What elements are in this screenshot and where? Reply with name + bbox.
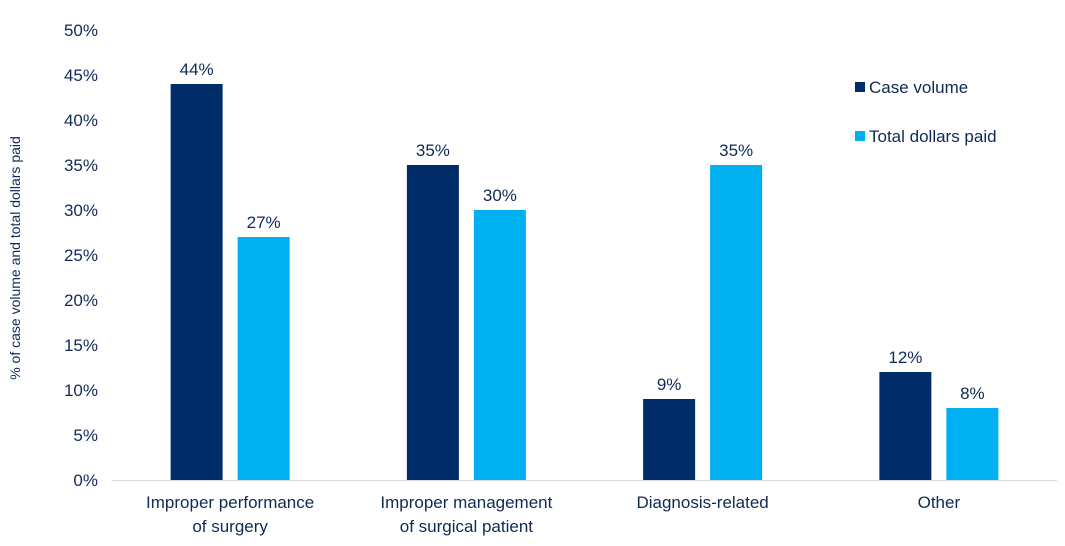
category-label: of surgery — [192, 517, 268, 536]
y-tick-label: 10% — [64, 381, 98, 400]
legend-label: Total dollars paid — [869, 127, 997, 146]
bar-total-dollars-paid — [473, 210, 526, 480]
y-tick-label: 40% — [64, 111, 98, 130]
data-label: 27% — [247, 213, 281, 232]
y-tick-label: 25% — [64, 246, 98, 265]
bars — [170, 84, 999, 480]
bar-case-volume — [879, 372, 932, 480]
data-label: 12% — [888, 348, 922, 367]
data-label: 30% — [483, 186, 517, 205]
y-tick-label: 35% — [64, 156, 98, 175]
data-label: 9% — [657, 375, 682, 394]
legend: Case volume Total dollars paid — [855, 78, 997, 146]
y-tick-label: 0% — [73, 471, 98, 490]
legend-swatch — [855, 131, 865, 141]
legend-swatch — [855, 82, 865, 92]
data-label: 44% — [180, 60, 214, 79]
y-tick-label: 20% — [64, 291, 98, 310]
y-axis-ticks: 0% 5% 10% 15% 20% 25% 30% 35% 40% 45% 50% — [64, 21, 98, 490]
bar-case-volume — [643, 399, 696, 480]
bar-case-volume — [170, 84, 223, 480]
y-tick-label: 30% — [64, 201, 98, 220]
legend-label: Case volume — [869, 78, 968, 97]
y-tick-label: 50% — [64, 21, 98, 40]
bar-total-dollars-paid — [710, 165, 763, 480]
bar-total-dollars-paid — [946, 408, 999, 480]
y-tick-label: 5% — [73, 426, 98, 445]
category-label: Improper management — [380, 493, 552, 512]
bar-case-volume — [406, 165, 459, 480]
category-label: Diagnosis-related — [636, 493, 768, 512]
y-axis-label: % of case volume and total dollars paid — [7, 136, 23, 380]
data-label: 35% — [416, 141, 450, 160]
y-tick-label: 15% — [64, 336, 98, 355]
data-label: 8% — [960, 384, 985, 403]
category-label: of surgical patient — [400, 517, 534, 536]
bar-total-dollars-paid — [237, 237, 290, 480]
y-tick-label: 45% — [64, 66, 98, 85]
category-label: Improper performance — [146, 493, 314, 512]
category-labels: Improper performance of surgery Improper m… — [146, 493, 960, 536]
category-label: Other — [918, 493, 961, 512]
data-labels: 44% 27% 35% 30% 9% 35% 12% 8% — [180, 60, 985, 403]
data-label: 35% — [719, 141, 753, 160]
